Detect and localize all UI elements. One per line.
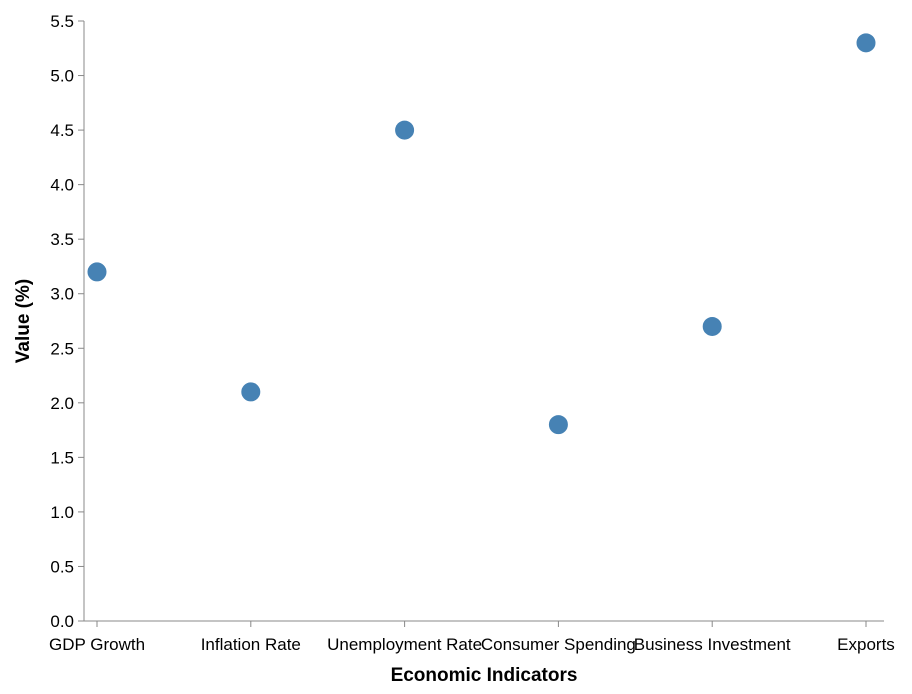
y-tick-label: 0.5 [50,557,74,576]
data-point [547,414,569,436]
y-tick-label: 2.5 [50,339,74,358]
y-tick-label: 4.5 [50,121,74,140]
data-points [86,32,877,436]
x-axis-title: Economic Indicators [391,665,578,686]
x-tick-label: Exports [837,635,895,654]
y-tick-label: 1.0 [50,503,74,522]
y-tick-label: 3.0 [50,285,74,304]
y-tick-label: 3.5 [50,230,74,249]
y-tick-label: 4.0 [50,176,74,195]
data-point [86,261,108,283]
x-tick-label: Consumer Spending [481,635,636,654]
x-tick-label: GDP Growth [49,635,145,654]
data-point [394,119,416,141]
y-axis-title: Value (%) [13,279,34,363]
data-point [855,32,877,54]
x-tick-label: Unemployment Rate [327,635,482,654]
x-tick-label: Inflation Rate [201,635,301,654]
y-axis: 0.0 0.5 1.0 1.5 2.0 2.5 3.0 3.5 4.0 4.5 5.0 5.5 [50,12,85,631]
y-tick-label: 5.0 [50,67,74,86]
y-tick-label: 1.5 [50,448,74,467]
x-tick-label: Business Investment [634,635,791,654]
y-tick-label: 5.5 [50,12,74,31]
y-tick-label: 0.0 [50,612,74,631]
y-tick-label: 2.0 [50,394,74,413]
data-point [240,381,262,403]
x-axis: GDP Growth Inflation Rate Unemployment Rat… [49,620,895,654]
data-point [701,315,723,337]
